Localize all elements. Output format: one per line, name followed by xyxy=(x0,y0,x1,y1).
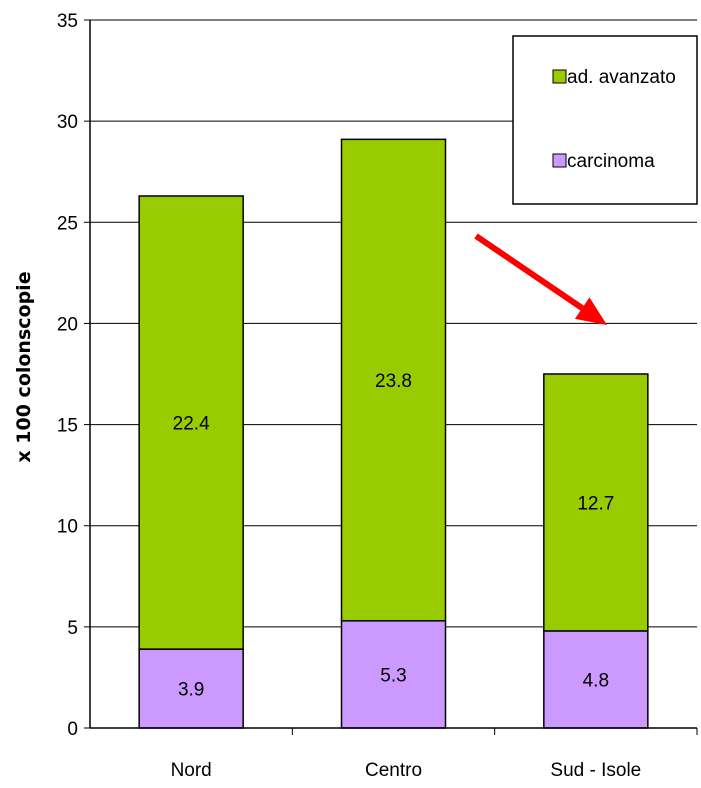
y-tick-label: 5 xyxy=(67,618,78,639)
arrow-head xyxy=(574,297,607,325)
category-label: Nord xyxy=(171,760,212,781)
data-label: 3.9 xyxy=(178,680,204,701)
bar-ad-avanzato-3 xyxy=(543,373,649,632)
bars xyxy=(138,138,649,729)
legend-label: ad. avanzato xyxy=(567,67,676,88)
category-label: Centro xyxy=(365,760,422,781)
y-axis-label: x 100 colonscopie xyxy=(13,271,35,462)
legend: ad. avanzato carcinoma xyxy=(512,35,698,205)
axes xyxy=(89,20,698,735)
data-label: 22.4 xyxy=(173,414,210,435)
data-labels: 3.9 22.4 5.3 23.8 4.8 12.7 xyxy=(173,371,615,700)
y-tick-label: 35 xyxy=(57,11,78,32)
y-tick-label: 10 xyxy=(57,517,78,538)
legend-label: carcinoma xyxy=(567,151,655,172)
arrow-shaft xyxy=(474,233,584,311)
legend-swatch xyxy=(552,153,567,168)
bar-ad-avanzato-2 xyxy=(340,138,447,622)
y-tick-label: 30 xyxy=(57,112,78,133)
category-label: Sud - Isole xyxy=(550,760,641,781)
data-label: 12.7 xyxy=(577,493,614,514)
legend-box xyxy=(512,35,698,205)
y-tick-label: 20 xyxy=(57,314,78,335)
y-tick-label: 25 xyxy=(57,213,78,234)
y-axis-ticks: 0 5 10 15 20 25 30 35 xyxy=(57,11,90,740)
legend-swatch xyxy=(552,69,567,84)
trend-arrow xyxy=(474,233,607,325)
y-tick-label: 15 xyxy=(57,416,78,437)
data-label: 4.8 xyxy=(583,670,609,691)
y-tick-label: 0 xyxy=(67,719,78,740)
bar-carcinoma-2 xyxy=(340,620,447,729)
data-label: 23.8 xyxy=(375,371,412,392)
data-label: 5.3 xyxy=(380,665,406,686)
bar-carcinoma-1 xyxy=(138,648,244,729)
bar-ad-avanzato-1 xyxy=(138,195,244,650)
category-labels: Nord Centro Sud - Isole xyxy=(171,760,642,781)
